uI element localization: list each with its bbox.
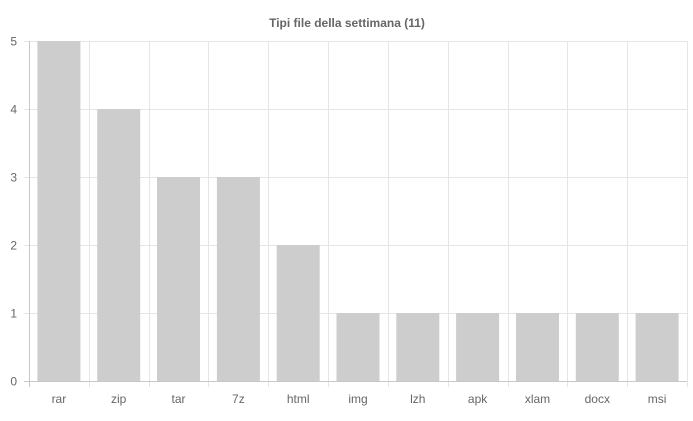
- y-tick-label: 3: [10, 171, 17, 185]
- x-tick-label: 7z: [232, 392, 245, 406]
- x-tick-label: xlam: [525, 392, 550, 406]
- bar-html: [276, 245, 320, 381]
- bar-tar: [157, 177, 200, 381]
- x-tick-label: msi: [648, 392, 667, 406]
- x-tick-label: tar: [171, 392, 185, 406]
- x-tick-label: img: [348, 392, 367, 406]
- x-tick-label: zip: [111, 392, 127, 406]
- bar-msi: [635, 313, 679, 381]
- bar-xlam: [516, 313, 559, 381]
- y-tick-label: 5: [10, 35, 17, 49]
- x-tick-label: rar: [52, 392, 67, 406]
- x-tick-label: apk: [468, 392, 488, 406]
- y-tick-label: 2: [10, 239, 17, 253]
- x-tick-label: html: [287, 392, 310, 406]
- x-axis-ticks: rar zip tar 7z html img lzh apk xlam docx msi: [52, 392, 667, 406]
- y-tick-label: 0: [10, 375, 17, 389]
- bar-img: [336, 313, 380, 381]
- x-tick-label: docx: [585, 392, 610, 406]
- y-tick-label: 4: [10, 103, 17, 117]
- axes: [24, 41, 687, 387]
- bars: [37, 41, 679, 381]
- bar-7z: [216, 177, 260, 381]
- bar-apk: [456, 313, 500, 381]
- y-axis-ticks: 0 1 2 3 4 5: [10, 35, 17, 389]
- chart-title: Tipi file della settimana (11): [269, 16, 425, 30]
- x-tick-label: lzh: [410, 392, 425, 406]
- bar-lzh: [396, 313, 440, 381]
- bar-zip: [97, 109, 141, 381]
- bar-rar: [37, 41, 81, 381]
- bar-docx: [575, 313, 619, 381]
- y-tick-label: 1: [10, 307, 17, 321]
